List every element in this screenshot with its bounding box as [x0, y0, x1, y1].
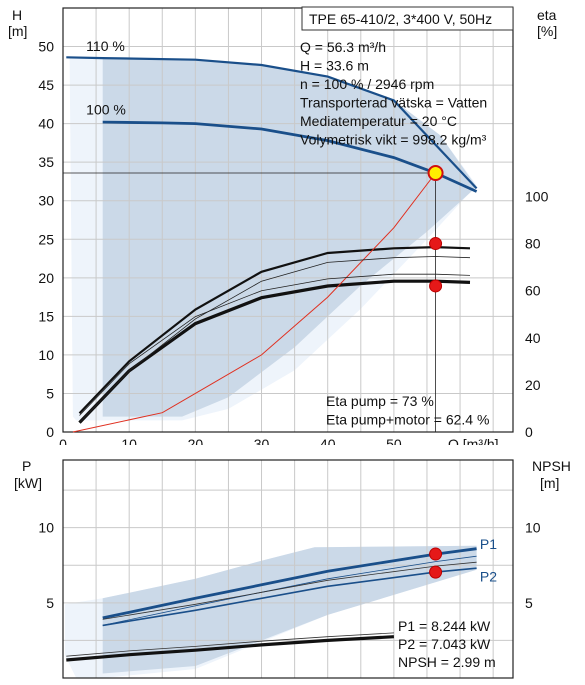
y-left-tick-label: 40 — [38, 116, 54, 132]
x-tick-label: 10 — [121, 436, 137, 445]
y-right-tick-label: 10 — [525, 520, 541, 536]
y-right-tick-label: 40 — [525, 330, 541, 346]
eta-info-line: Eta pump+motor = 62.4 % — [326, 412, 489, 428]
y-left-axis-title: H — [12, 7, 22, 23]
plot-frame — [62, 7, 514, 433]
curve-label-100: 100 % — [86, 101, 126, 117]
series-label-p1: P1 — [480, 536, 497, 552]
y-right-tick-label: 20 — [525, 377, 541, 393]
x-tick-label: 0 — [59, 436, 67, 445]
operating-range-area — [102, 545, 477, 674]
npsh-line-thin — [66, 632, 394, 657]
y-right-tick-label: 100 — [525, 188, 549, 204]
y-left-axis-title: P — [22, 458, 31, 474]
y-left-tick-label: 35 — [38, 154, 54, 170]
curve-line-thin-2 — [102, 561, 477, 620]
y-left-tick-label: 15 — [38, 308, 54, 324]
y-left-axis-unit: [kW] — [14, 475, 42, 491]
y-right-axis-unit: [m] — [540, 475, 559, 491]
info-line: Mediatemperatur = 20 °C — [300, 113, 457, 129]
power-info-line: P1 = 8.244 kW — [398, 618, 491, 634]
y-left-tick-label: 5 — [46, 385, 54, 401]
eta-info-line: Eta pump = 73 % — [326, 393, 434, 409]
x-tick-label: 50 — [386, 436, 402, 445]
eta-pump-point — [429, 279, 443, 293]
power-info-line: NPSH = 2.99 m — [398, 654, 496, 670]
head-efficiency-chart: 0 10 20 30 40 50 0 5 10 15 20 25 30 35 40 45 50 0 20 40 60 80… — [8, 6, 557, 445]
power-info-line: P2 = 7.043 kW — [398, 636, 491, 652]
title-box — [301, 6, 514, 31]
y-left-tick-label: 25 — [38, 231, 54, 247]
curve-line-0 — [66, 56, 478, 190]
y-right-axis-title: eta — [537, 7, 557, 23]
operating-range-area — [102, 58, 477, 417]
info-line: H = 33.6 m — [300, 58, 369, 74]
curve-line-2 — [78, 245, 471, 414]
chart-title: TPE 65-410/2, 3*400 V, 50Hz — [309, 11, 492, 27]
curve-line-eta-thin-2 — [79, 273, 471, 416]
operating-point-marker — [427, 164, 444, 181]
x-tick-label: 20 — [188, 436, 204, 445]
y-right-tick-label: 80 — [525, 236, 541, 252]
curve-line-0 — [102, 547, 477, 620]
curve-line-2 — [66, 635, 394, 662]
curve-line-thin — [102, 555, 477, 626]
y-left-tick-label: 10 — [38, 520, 54, 536]
info-line: Volymetrisk vikt = 998.2 kg/m³ — [300, 132, 487, 148]
curve-line-eta-thin — [79, 256, 471, 423]
y-left-tick-label: 45 — [38, 77, 54, 93]
power-point-0 — [429, 547, 443, 561]
y-right-tick-label: 5 — [525, 595, 533, 611]
eta-pump-motor-point — [429, 237, 443, 251]
y-right-tick-label: 0 — [525, 424, 533, 440]
y-left-axis-unit: [m] — [8, 23, 27, 39]
y-right-axis-title: NPSH — [532, 458, 571, 474]
info-line: Q = 56.3 m³/h — [300, 39, 386, 55]
y-left-tick-label: 10 — [38, 347, 54, 363]
y-left-tick-label: 50 — [38, 39, 54, 55]
y-left-tick-label: 30 — [38, 193, 54, 209]
x-axis-title: Q [m³/h] — [448, 436, 499, 445]
curve-line-3 — [78, 279, 471, 424]
y-left-tick-label: 20 — [38, 270, 54, 286]
info-line: n = 100 % / 2946 rpm — [300, 76, 434, 92]
y-left-tick-label: 0 — [46, 424, 54, 440]
y-right-tick-label: 60 — [525, 283, 541, 299]
curve-label-110: 110 % — [86, 38, 125, 54]
curve-line-1 — [102, 567, 477, 627]
info-line: Transporterad vätska = Vatten — [300, 95, 487, 111]
x-tick-label: 40 — [320, 436, 336, 445]
series-label-p2: P2 — [480, 568, 497, 584]
power-point-1 — [429, 565, 443, 579]
x-tick-label: 30 — [254, 436, 270, 445]
y-right-axis-unit: [%] — [537, 23, 557, 39]
y-left-tick-label: 5 — [46, 595, 54, 611]
curve-line-4 — [72, 172, 436, 433]
plot-frame — [62, 459, 514, 679]
